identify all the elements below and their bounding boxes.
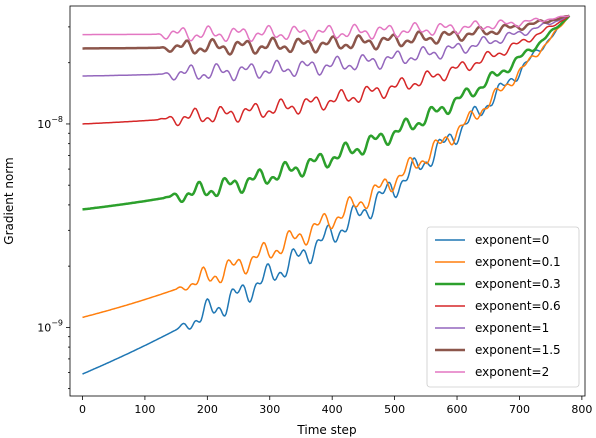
series-layer (82, 14, 571, 375)
x-axis-label: Time step (296, 423, 356, 437)
x-tick-label: 300 (259, 403, 280, 416)
legend-label: exponent=1.5 (475, 343, 561, 357)
series-line (82, 15, 570, 43)
legend-label: exponent=0.1 (475, 255, 561, 269)
series-line (82, 15, 570, 82)
series-line (82, 14, 570, 56)
legend-label: exponent=0 (475, 233, 549, 247)
series-line (82, 14, 571, 211)
x-tick-label: 100 (134, 403, 155, 416)
x-tick-label: 500 (384, 403, 405, 416)
legend-label: exponent=1 (475, 321, 549, 335)
y-axis-label: Gradient norm (2, 157, 16, 244)
x-tick-label: 400 (322, 403, 343, 416)
plot-frame (69, 5, 586, 397)
x-tick-label: 700 (509, 403, 530, 416)
y-tick-label: 10−9 (37, 318, 63, 334)
legend-label: exponent=0.6 (475, 299, 561, 313)
x-axis: 0 100 200 300 400 500 600 700 800 (79, 396, 592, 416)
y-axis: 10−9 10−8 (37, 26, 70, 390)
x-tick-label: 800 (571, 403, 592, 416)
legend-label: exponent=0.3 (475, 277, 561, 291)
legend-label: exponent=2 (475, 365, 549, 379)
legend-box (426, 226, 580, 388)
x-tick-label: 200 (197, 403, 218, 416)
x-tick-label: 0 (79, 403, 86, 416)
series-line (82, 15, 570, 319)
series-line (82, 15, 570, 127)
x-tick-label: 600 (447, 403, 468, 416)
legend: exponent=0 exponent=0.1 exponent=0.3 expone… (426, 226, 580, 388)
y-tick-label: 10−8 (37, 115, 63, 131)
series-line (82, 15, 570, 375)
